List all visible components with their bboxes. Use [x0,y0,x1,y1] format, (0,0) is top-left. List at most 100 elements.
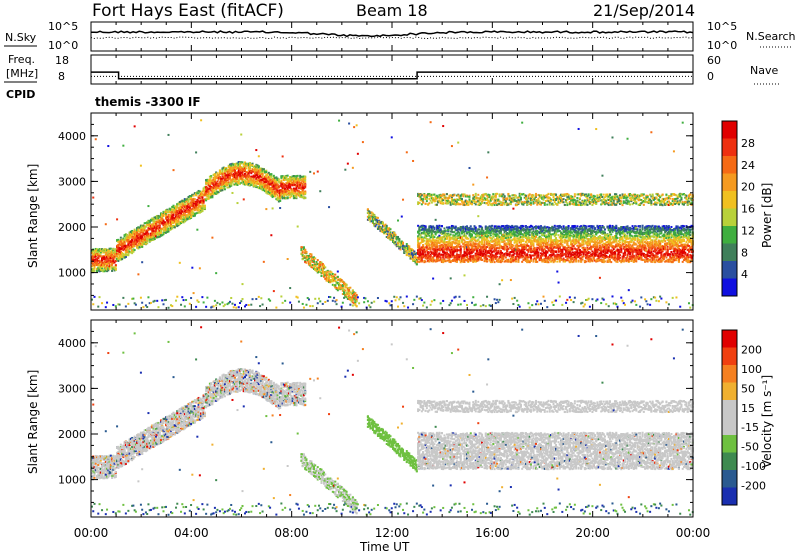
power-cell [170,221,173,224]
power-cell [351,166,354,169]
power-cell [166,219,169,222]
power-cell [274,180,277,183]
power-cell [262,183,265,186]
power-cell [118,303,121,306]
power-cell [233,169,236,172]
site-title: Fort Hays East (fitACF) [92,1,284,21]
power-cell [336,275,339,278]
power-cell [126,247,129,250]
power-cell [210,185,213,188]
power-cell [425,306,428,309]
power-cell [290,177,293,180]
power-cell [300,246,303,249]
power-cell [296,192,299,195]
power-cell [265,190,268,193]
power-cell [188,205,191,208]
power-cell [302,178,305,181]
power-cell [281,187,284,190]
power-cell [188,213,191,216]
power-cell [389,304,392,307]
power-cell [162,229,165,232]
power-cell [152,230,155,233]
power-cell [413,250,416,253]
power-cell [450,228,453,231]
power-cell [237,182,240,185]
power-cell [168,207,171,210]
power-cell [246,181,249,184]
power-cell [212,181,215,184]
power-cell [246,179,249,182]
power-cell [376,227,379,230]
power-cell [147,205,150,208]
power-cell [101,261,104,264]
power-cell [101,268,104,271]
power-cell [297,300,300,303]
power-cell [300,194,303,197]
power-cell [124,237,127,240]
power-cell [398,239,401,242]
power-cell [349,286,352,289]
power-cell [147,221,150,224]
power-cell [231,167,234,170]
power-cell [96,258,99,261]
power-cell [230,169,233,172]
power-cell [103,260,106,263]
power-cell [148,239,151,242]
power-cell [191,205,194,208]
power-cell [183,210,186,213]
power-cell [193,198,196,201]
power-cell [149,218,152,221]
power-cell [240,300,243,303]
power-cell [262,188,265,191]
power-cell [392,237,394,240]
power-cell [246,163,249,166]
power-cell [368,218,371,221]
power-cell [302,191,305,194]
power-cell [244,175,247,178]
power-cell [307,257,310,260]
power-cell [355,305,358,308]
power-cell [216,180,219,183]
power-cell [331,275,334,278]
power-cell [447,229,450,232]
power-cell [129,240,132,243]
power-cell [112,247,115,250]
power-cell [154,236,157,239]
power-cell [180,217,183,220]
power-cell [104,249,107,252]
power-cell [171,219,174,222]
power-cell [144,241,147,244]
power-cell [118,248,121,251]
power-cell [212,184,215,187]
power-cell [418,232,421,235]
power-cell [166,225,169,228]
power-cell [177,223,180,226]
power-cell [131,252,134,255]
power-cell [366,215,369,218]
power-cell [180,206,183,209]
power-cell [158,235,161,238]
power-cell [197,200,200,203]
power-cell [176,213,179,216]
power-cell [139,226,142,229]
power-cell [121,244,124,247]
power-cell [240,176,243,179]
power-cell [310,253,313,256]
power-cell [91,257,93,260]
power-cell [329,278,332,281]
power-cell [331,280,334,283]
power-cell [346,296,349,299]
power-cell [321,271,324,274]
power-cell [111,269,114,272]
power-cell [213,192,216,195]
power-cell [208,192,211,195]
power-cell [97,253,100,256]
power-cell [98,253,101,256]
power-cell [371,216,374,219]
power-cell [153,225,156,228]
power-cell [301,186,304,189]
power-cell [272,176,275,179]
power-cell [340,305,343,308]
power-cell [201,201,204,204]
power-cell [226,186,229,189]
